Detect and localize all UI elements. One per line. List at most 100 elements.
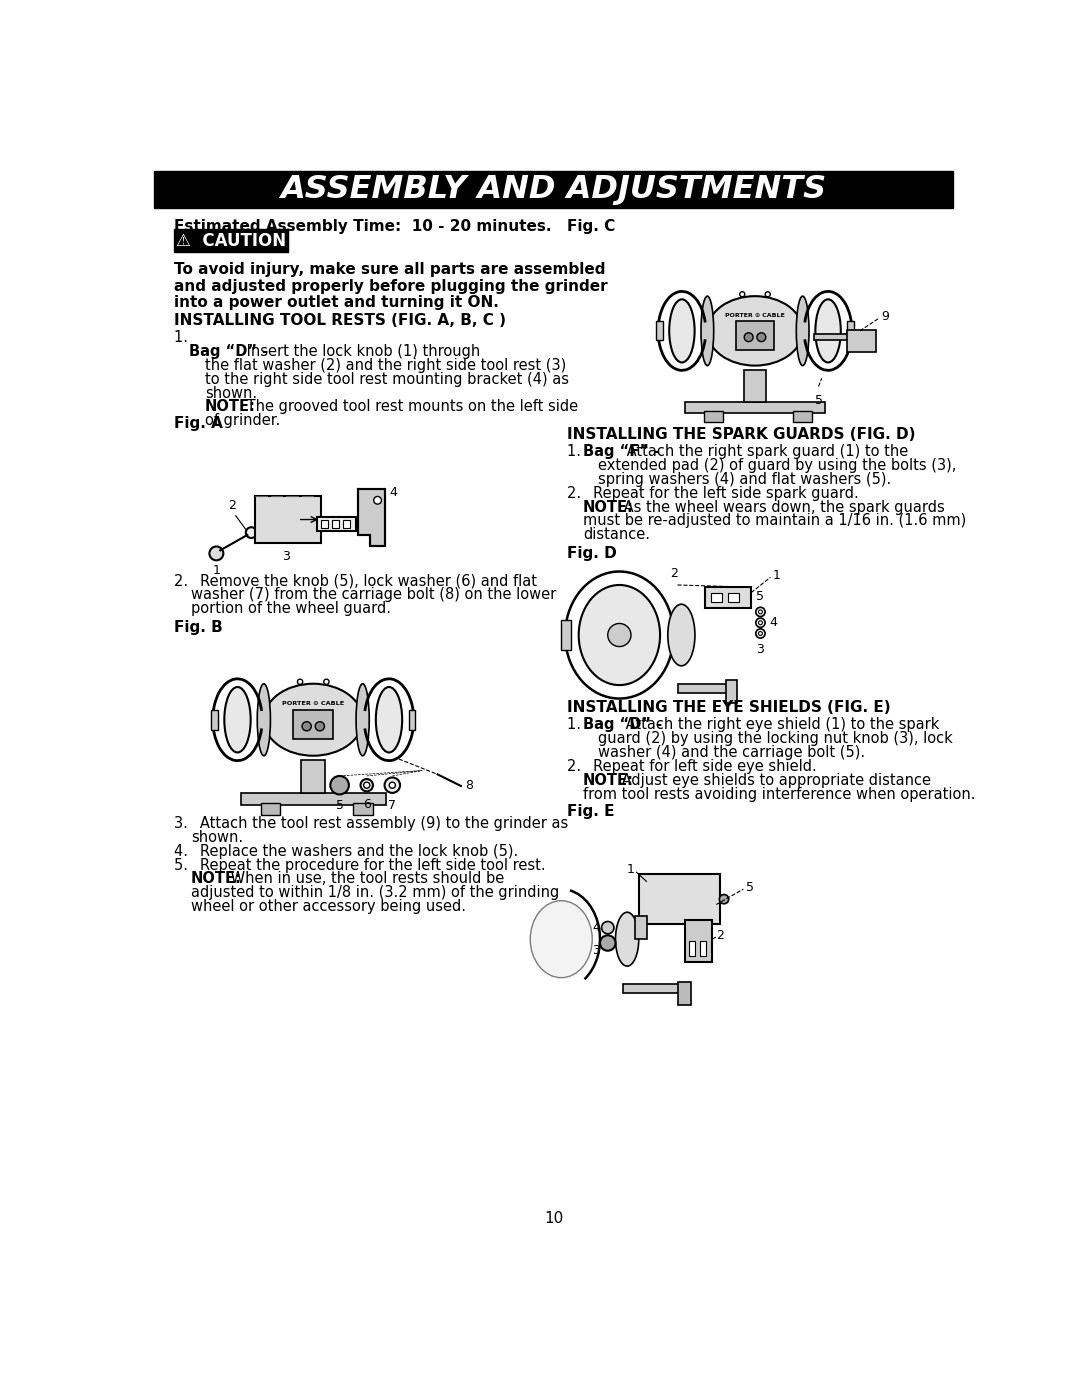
Text: 2.  Remove the knob (5), lock washer (6) and flat: 2. Remove the knob (5), lock washer (6) …	[174, 573, 537, 588]
Ellipse shape	[376, 687, 402, 753]
Circle shape	[364, 782, 369, 788]
Text: 1.: 1.	[567, 444, 589, 460]
Bar	[154, 170, 953, 208]
Bar	[677, 982, 691, 1004]
Text: and adjusted properly before plugging the grinder: and adjusted properly before plugging th…	[174, 278, 607, 293]
Text: 3.  Attach the tool rest assembly (9) to the grinder as: 3. Attach the tool rest assembly (9) to …	[174, 816, 568, 831]
Text: portion of the wheel guard.: portion of the wheel guard.	[191, 601, 391, 616]
Circle shape	[302, 722, 311, 731]
Text: NOTE:: NOTE:	[583, 773, 634, 788]
Text: 4: 4	[389, 486, 397, 499]
Text: 1: 1	[627, 863, 635, 876]
Ellipse shape	[815, 299, 841, 362]
Text: 9: 9	[881, 310, 889, 323]
Text: adjusted to within 1/8 in. (3.2 mm) of the grinding: adjusted to within 1/8 in. (3.2 mm) of t…	[191, 886, 559, 900]
Text: 3: 3	[282, 550, 291, 563]
Bar	[743, 370, 767, 401]
Ellipse shape	[608, 623, 631, 647]
Text: of grinder.: of grinder.	[205, 414, 280, 429]
Text: When in use, the tool rests should be: When in use, the tool rests should be	[227, 872, 504, 887]
Text: 1: 1	[213, 564, 220, 577]
Text: Fig. D: Fig. D	[567, 546, 617, 562]
Text: shown.: shown.	[205, 386, 257, 401]
Text: 5: 5	[756, 590, 765, 602]
Text: Adjust eye shields to appropriate distance: Adjust eye shields to appropriate distan…	[617, 773, 931, 788]
Bar	[623, 983, 685, 993]
Text: spring washers (4) and flat washers (5).: spring washers (4) and flat washers (5).	[598, 472, 892, 486]
Text: Attach the right eye shield (1) to the spark: Attach the right eye shield (1) to the s…	[621, 718, 940, 732]
Text: from tool rests avoiding interference when operation.: from tool rests avoiding interference wh…	[583, 787, 975, 802]
Text: PORTER ⊙ CABLE: PORTER ⊙ CABLE	[282, 701, 345, 705]
Text: 7: 7	[389, 799, 396, 812]
Text: Bag “F” -: Bag “F” -	[583, 444, 660, 460]
Text: 1.: 1.	[567, 718, 589, 732]
Circle shape	[389, 782, 395, 788]
Bar	[638, 873, 720, 923]
Text: into a power outlet and turning it ON.: into a power outlet and turning it ON.	[174, 295, 499, 310]
Circle shape	[246, 527, 257, 538]
Ellipse shape	[707, 296, 802, 366]
Text: PORTER ⊙ CABLE: PORTER ⊙ CABLE	[725, 313, 785, 317]
Text: 8: 8	[464, 780, 473, 792]
Circle shape	[765, 292, 770, 296]
Bar	[657, 321, 663, 341]
Circle shape	[740, 292, 745, 296]
Text: 5: 5	[814, 394, 823, 407]
Text: 5.  Repeat the procedure for the left side tool rest.: 5. Repeat the procedure for the left sid…	[174, 858, 545, 873]
Ellipse shape	[257, 683, 270, 756]
Circle shape	[361, 780, 373, 791]
Circle shape	[297, 679, 302, 685]
Circle shape	[600, 936, 616, 951]
Circle shape	[330, 775, 349, 795]
Bar	[260, 803, 281, 814]
Text: Fig. A: Fig. A	[174, 415, 222, 430]
Bar	[711, 592, 721, 602]
Text: ⚠  CAUTION: ⚠ CAUTION	[176, 232, 286, 250]
Circle shape	[210, 546, 224, 560]
Text: to the right side tool rest mounting bracket (4) as: to the right side tool rest mounting bra…	[205, 372, 569, 387]
Text: 3: 3	[756, 643, 765, 655]
Bar	[704, 587, 751, 608]
Text: 10: 10	[544, 1211, 563, 1227]
Bar	[342, 520, 350, 528]
Text: Estimated Assembly Time:  10 - 20 minutes.: Estimated Assembly Time: 10 - 20 minutes…	[174, 219, 551, 235]
Circle shape	[602, 922, 613, 933]
Bar	[726, 680, 738, 703]
Bar	[332, 520, 339, 528]
Text: Fig. C: Fig. C	[567, 219, 616, 235]
Bar	[685, 401, 825, 414]
Bar	[635, 916, 647, 939]
Ellipse shape	[225, 687, 251, 753]
Ellipse shape	[530, 901, 592, 978]
Text: washer (7) from the carriage bolt (8) on the lower: washer (7) from the carriage bolt (8) on…	[191, 587, 556, 602]
Text: To avoid injury, make sure all parts are assembled: To avoid injury, make sure all parts are…	[174, 261, 605, 277]
Bar	[847, 321, 853, 341]
Bar	[677, 683, 732, 693]
Text: 4: 4	[770, 616, 778, 629]
Bar	[793, 411, 812, 422]
Text: 4: 4	[592, 921, 600, 935]
Bar	[255, 496, 321, 542]
Bar	[353, 803, 373, 814]
Text: 2: 2	[670, 567, 677, 580]
Circle shape	[315, 722, 324, 731]
Text: 3: 3	[592, 944, 600, 957]
Ellipse shape	[667, 605, 694, 666]
Text: washer (4) and the carriage bolt (5).: washer (4) and the carriage bolt (5).	[598, 745, 865, 760]
Ellipse shape	[701, 296, 714, 366]
Bar	[241, 793, 386, 805]
Text: the flat washer (2) and the right side tool rest (3): the flat washer (2) and the right side t…	[205, 358, 566, 373]
Bar	[562, 620, 570, 651]
Text: must be re-adjusted to maintain a 1/16 in. (1.6 mm): must be re-adjusted to maintain a 1/16 i…	[583, 513, 967, 528]
Text: 2.  Repeat for the left side spark guard.: 2. Repeat for the left side spark guard.	[567, 486, 860, 500]
Ellipse shape	[264, 683, 363, 756]
Bar	[294, 710, 333, 739]
Circle shape	[719, 894, 729, 904]
Text: Bag “D” -: Bag “D” -	[583, 718, 662, 732]
Text: NOTE:: NOTE:	[583, 500, 634, 514]
Ellipse shape	[579, 585, 660, 685]
Text: 1: 1	[773, 569, 781, 583]
Ellipse shape	[670, 299, 694, 362]
Polygon shape	[359, 489, 386, 546]
Bar	[814, 334, 852, 341]
